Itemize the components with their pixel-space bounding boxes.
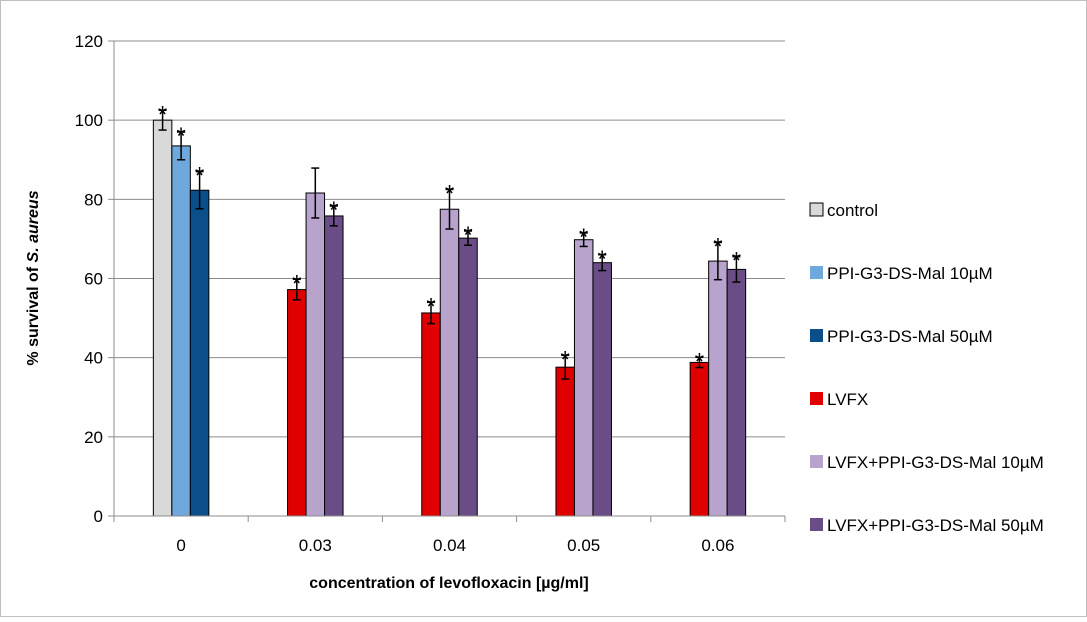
legend-label: LVFX+PPI-G3-DS-Mal 10µM xyxy=(827,453,1044,472)
significance-marker: * xyxy=(713,233,722,260)
y-tick-label: 60 xyxy=(84,270,103,289)
legend-swatch xyxy=(810,392,823,405)
significance-marker: * xyxy=(445,180,454,207)
x-tick-label: 0.06 xyxy=(701,536,734,555)
significance-marker: * xyxy=(561,346,570,373)
y-tick-label: 0 xyxy=(94,507,103,526)
x-tick-label: 0.04 xyxy=(433,536,466,555)
legend-swatch xyxy=(810,266,823,279)
bar xyxy=(573,239,594,517)
bar xyxy=(592,262,612,517)
bar xyxy=(439,208,460,517)
y-tick-label: 80 xyxy=(84,190,103,209)
legend-swatch xyxy=(810,518,823,531)
y-tick-label: 100 xyxy=(75,111,103,130)
significance-marker: * xyxy=(292,270,301,297)
significance-marker: * xyxy=(579,224,588,251)
bar xyxy=(421,312,441,517)
significance-marker: * xyxy=(426,293,435,320)
legend-label: control xyxy=(827,201,878,220)
y-axis-title: % survival of S. aureus xyxy=(25,190,42,365)
significance-marker: * xyxy=(195,163,204,190)
significance-marker: * xyxy=(695,348,704,375)
bar xyxy=(689,361,710,517)
bar xyxy=(726,268,747,517)
legend: control PPI-G3-DS-Mal 10µM PPI-G3-DS-Mal 5… xyxy=(809,201,1044,535)
x-tick-label: 0.03 xyxy=(299,536,332,555)
bar xyxy=(287,289,307,517)
legend-label: PPI-G3-DS-Mal 50µM xyxy=(827,327,993,346)
x-tick-label: 0 xyxy=(176,536,185,555)
legend-swatch xyxy=(810,455,823,468)
significance-marker: * xyxy=(329,197,338,224)
bar xyxy=(152,119,173,517)
bar xyxy=(171,145,191,517)
legend-swatch xyxy=(810,329,823,342)
significance-marker: * xyxy=(176,123,185,150)
bar xyxy=(189,189,210,517)
legend-label: LVFX xyxy=(827,390,868,409)
significance-marker: * xyxy=(463,222,472,249)
x-axis-title: concentration of levofloxacin [µg/ml] xyxy=(309,575,588,592)
bar xyxy=(555,366,575,517)
bar xyxy=(708,260,728,517)
y-tick-label: 120 xyxy=(75,32,103,51)
significance-marker: * xyxy=(732,248,741,275)
legend-label: PPI-G3-DS-Mal 10µM xyxy=(827,264,993,283)
legend-swatch xyxy=(809,202,824,217)
y-tick-label: 20 xyxy=(84,428,103,447)
y-tick-label: 40 xyxy=(84,349,103,368)
bar xyxy=(458,237,478,517)
legend-label: LVFX+PPI-G3-DS-Mal 50µM xyxy=(827,516,1044,535)
x-tick-label: 0.05 xyxy=(567,536,600,555)
bar xyxy=(305,192,326,517)
significance-marker: * xyxy=(158,101,167,128)
bar xyxy=(324,215,344,517)
significance-marker: * xyxy=(598,246,607,273)
